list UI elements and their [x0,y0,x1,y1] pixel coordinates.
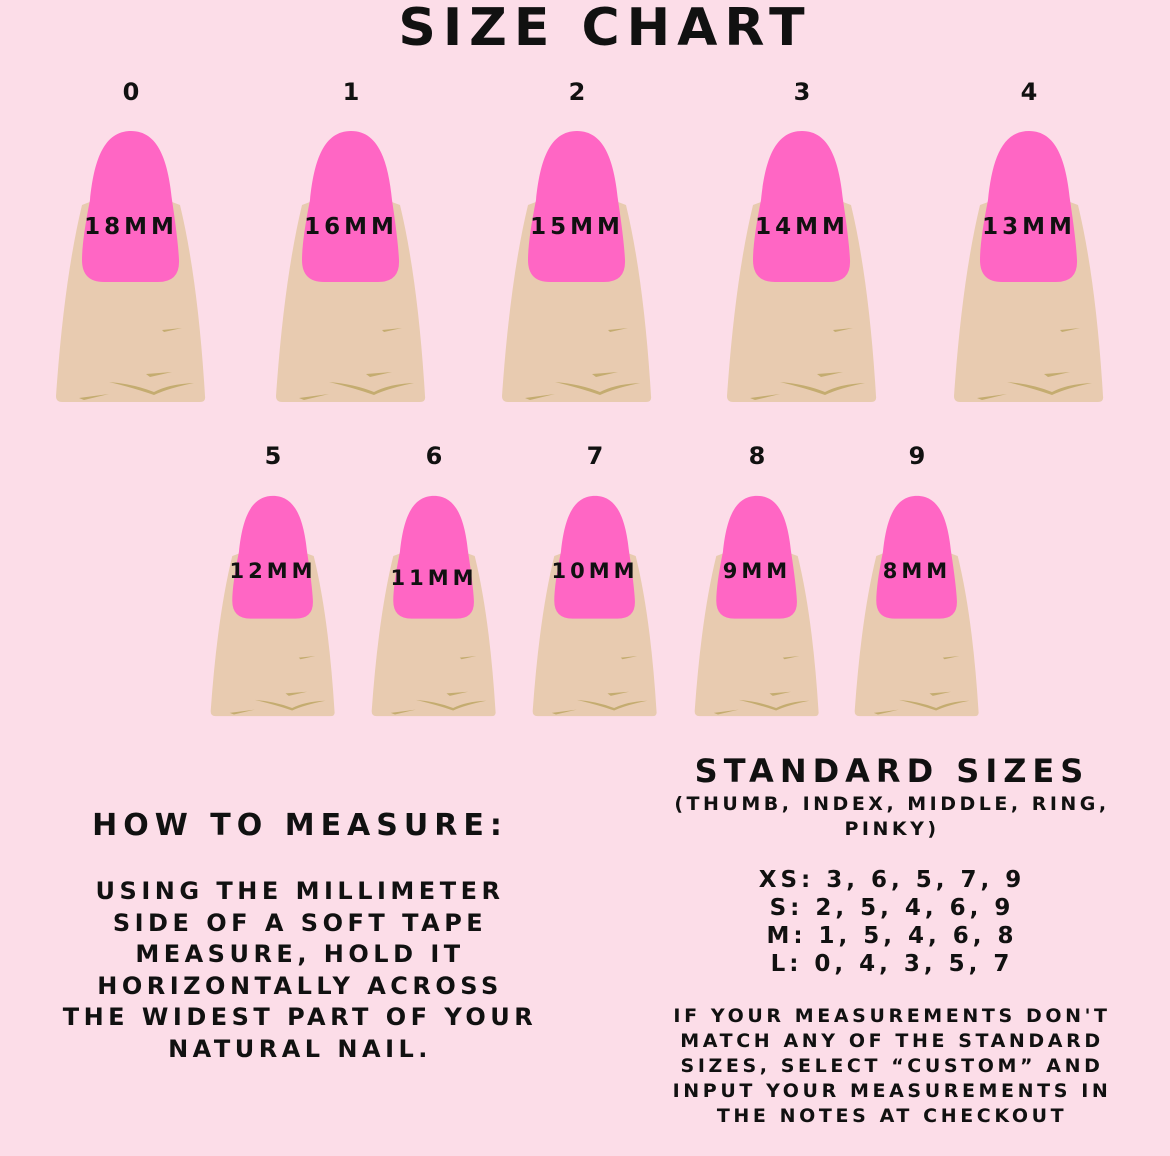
nail-shape [753,131,851,282]
text-line: MEASURE, HOLD IT [135,940,465,969]
nail-shape [876,495,957,619]
size-number: 6 [425,442,443,470]
size-l: L: 0, 4, 3, 5, 7 [770,951,1014,977]
how-to-measure-heading: HOW TO MEASURE: [92,808,508,843]
nail-width-label: 15MM [530,214,624,240]
nail-width-label: 8MM [882,559,952,583]
text-line: THE WIDEST PART OF YOUR [62,1003,538,1032]
size-number: 0 [122,78,140,106]
nail-width-label: 10MM [551,559,639,583]
finger-icon [727,131,877,402]
text-line: SIZES, SELECT “CUSTOM” AND [680,1055,1104,1077]
text-line: PINKY) [844,818,940,840]
page-title: SIZE CHART [398,0,812,58]
text-line: MATCH ANY OF THE STANDARD [680,1030,1104,1052]
text-line: (THUMB, INDEX, MIDDLE, RING, [674,793,1110,815]
text-line: USING THE MILLIMETER [95,877,505,905]
nail-shape [82,131,180,282]
size-m: M: 1, 5, 4, 6, 8 [766,923,1018,949]
standard-sizes-subtitle: (THUMB, INDEX, MIDDLE, RING, PINKY) [650,792,1134,842]
finger-icon [371,495,496,717]
nail-width-label: 18MM [84,214,178,240]
finger-illustration: 18MM [54,130,208,403]
nail-width-label: 13MM [982,214,1076,240]
standard-sizes-heading: STANDARD SIZES [694,752,1090,790]
size-number: 8 [748,442,766,470]
finger-icon [56,131,206,402]
nail-width-label: 12MM [229,559,317,583]
text-line: HORIZONTALLY ACROSS [97,971,503,1000]
finger-icon [532,495,657,717]
finger-illustration: 13MM [952,130,1106,403]
text-line: SIDE OF A SOFT TAPE [112,908,488,937]
finger-illustration: 10MM [531,495,659,717]
size-xs: XS: 3, 6, 5, 7, 9 [758,867,1026,893]
finger-illustration: 11MM [370,495,498,717]
text-line: INPUT YOUR MEASUREMENTS IN [672,1080,1112,1102]
finger-illustration: 14MM [725,130,879,403]
size-number: 7 [586,442,604,470]
finger-icon [854,495,979,717]
finger-icon [502,131,652,402]
nail-shape [528,131,626,282]
nail-shape [393,495,474,619]
size-number: 5 [264,442,282,470]
standard-sizes-list: XS: 3, 6, 5, 7, 9 S: 2, 5, 4, 6, 9 M: 1,… [650,866,1134,978]
nail-shape [302,131,400,282]
nail-shape [980,131,1078,282]
finger-illustration: 8MM [853,495,981,717]
finger-icon [954,131,1104,402]
finger-icon [694,495,819,717]
finger-illustration: 9MM [693,495,821,717]
nail-shape [716,495,797,619]
nail-shape [232,495,313,619]
size-number: 9 [908,442,926,470]
size-number: 3 [793,78,811,106]
finger-icon [276,131,426,402]
nail-width-label: 16MM [304,214,398,240]
size-number: 1 [342,78,360,106]
finger-illustration: 15MM [500,130,654,403]
text-line: THE NOTES AT CHECKOUT [716,1105,1068,1127]
size-number: 4 [1020,78,1038,106]
size-number: 2 [568,78,586,106]
finger-illustration: 12MM [209,495,337,717]
nail-width-label: 14MM [755,214,849,240]
nail-shape [554,495,635,619]
size-s: S: 2, 5, 4, 6, 9 [769,895,1015,921]
custom-size-note: IF YOUR MEASUREMENTS DON'T MATCH ANY OF … [650,1004,1134,1129]
nail-width-label: 11MM [390,566,478,590]
nail-width-label: 9MM [722,559,792,583]
finger-icon [210,495,335,717]
finger-illustration: 16MM [274,130,428,403]
how-to-measure-text: USING THE MILLIMETER SIDE OF A SOFT TAPE… [40,876,560,1066]
text-line: NATURAL NAIL. [168,1034,432,1063]
text-line: IF YOUR MEASUREMENTS DON'T [673,1005,1111,1027]
